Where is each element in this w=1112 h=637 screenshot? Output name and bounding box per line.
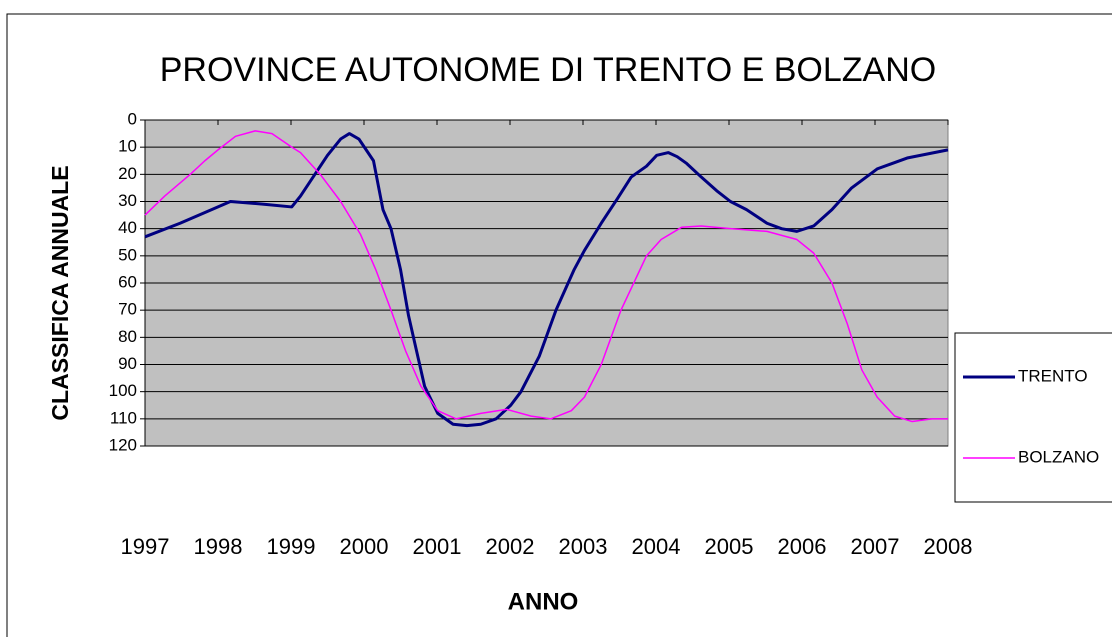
y-axis-label: CLASSIFICA ANNUALE	[47, 165, 73, 420]
x-tick-label: 2006	[778, 534, 827, 559]
x-tick-label: 1999	[267, 534, 316, 559]
y-tick-label: 90	[118, 354, 137, 373]
y-tick-label: 50	[118, 245, 137, 264]
x-tick-label: 2004	[632, 534, 681, 559]
y-tick-label: 110	[110, 408, 137, 427]
y-tick-label: 0	[128, 109, 137, 128]
y-tick-label: 80	[118, 327, 137, 346]
x-tick-label: 2007	[851, 534, 900, 559]
y-tick-label: 100	[109, 381, 137, 400]
x-tick-label: 2002	[486, 534, 535, 559]
legend-box	[954, 332, 1112, 503]
y-tick-label: 120	[109, 435, 137, 454]
y-tick-label: 10	[118, 137, 137, 156]
y-tick-label: 70	[118, 300, 137, 319]
series-line	[144, 130, 948, 423]
y-tick-label: 60	[118, 272, 137, 291]
x-tick-label: 2000	[340, 534, 389, 559]
x-axis-label: ANNO	[508, 588, 579, 615]
chart-title: PROVINCE AUTONOME DI TRENTO E BOLZANO	[160, 51, 936, 89]
x-tick-label: 1998	[194, 534, 243, 559]
y-tick-label: 30	[118, 191, 137, 210]
legend-label: TRENTO	[1018, 366, 1088, 385]
y-tick-label: 20	[118, 164, 137, 183]
legend-label: BOLZANO	[1018, 447, 1099, 466]
x-tick-label: 2001	[413, 534, 462, 559]
x-tick-label: 1997	[121, 534, 170, 559]
series-line	[144, 132, 949, 428]
x-tick-label: 2008	[924, 534, 973, 559]
y-tick-label: 40	[118, 218, 137, 237]
x-tick-label: 2005	[705, 534, 754, 559]
x-tick-label: 2003	[559, 534, 608, 559]
